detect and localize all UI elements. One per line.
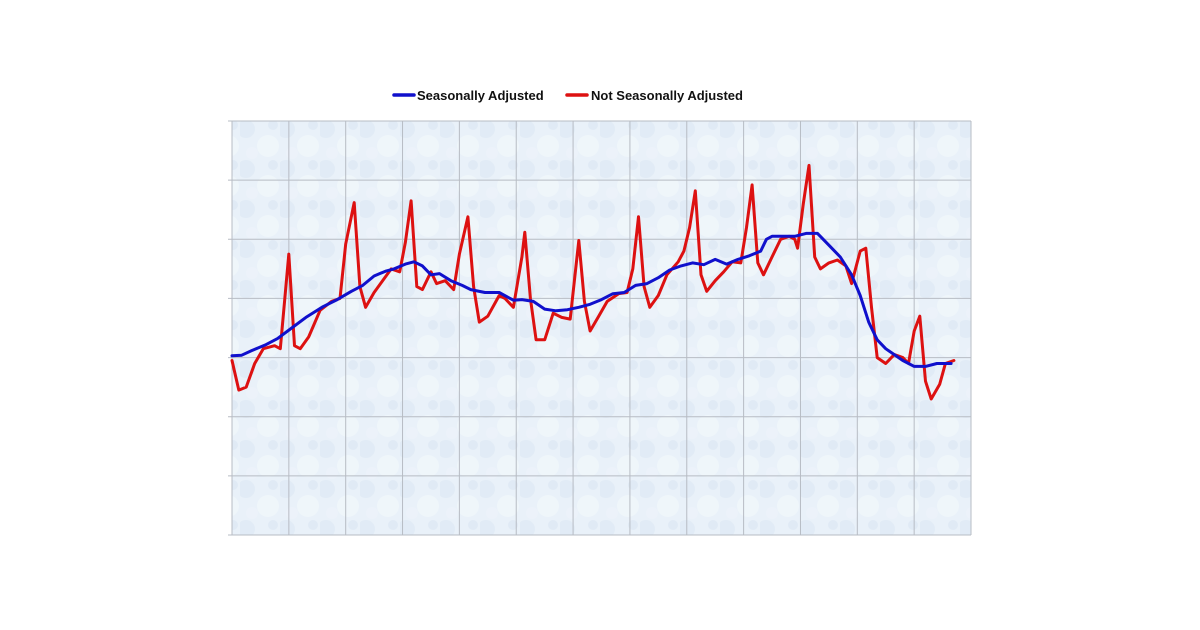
- series-lines: [230, 163, 956, 401]
- series-line-seasonally-adjusted: [230, 231, 953, 368]
- legend-label-not-seasonally-adjusted: Not Seasonally Adjusted: [591, 88, 743, 103]
- legend-item-not-seasonally-adjusted: Not Seasonally Adjusted: [565, 88, 743, 103]
- legend-item-seasonally-adjusted: Seasonally Adjusted: [392, 88, 544, 103]
- legend-label-seasonally-adjusted: Seasonally Adjusted: [417, 88, 544, 103]
- plot-area: [232, 121, 971, 535]
- legend: Seasonally Adjusted Not Seasonally Adjus…: [392, 88, 743, 103]
- gridlines: [228, 120, 972, 536]
- series-line-not-seasonally-adjusted: [230, 163, 956, 401]
